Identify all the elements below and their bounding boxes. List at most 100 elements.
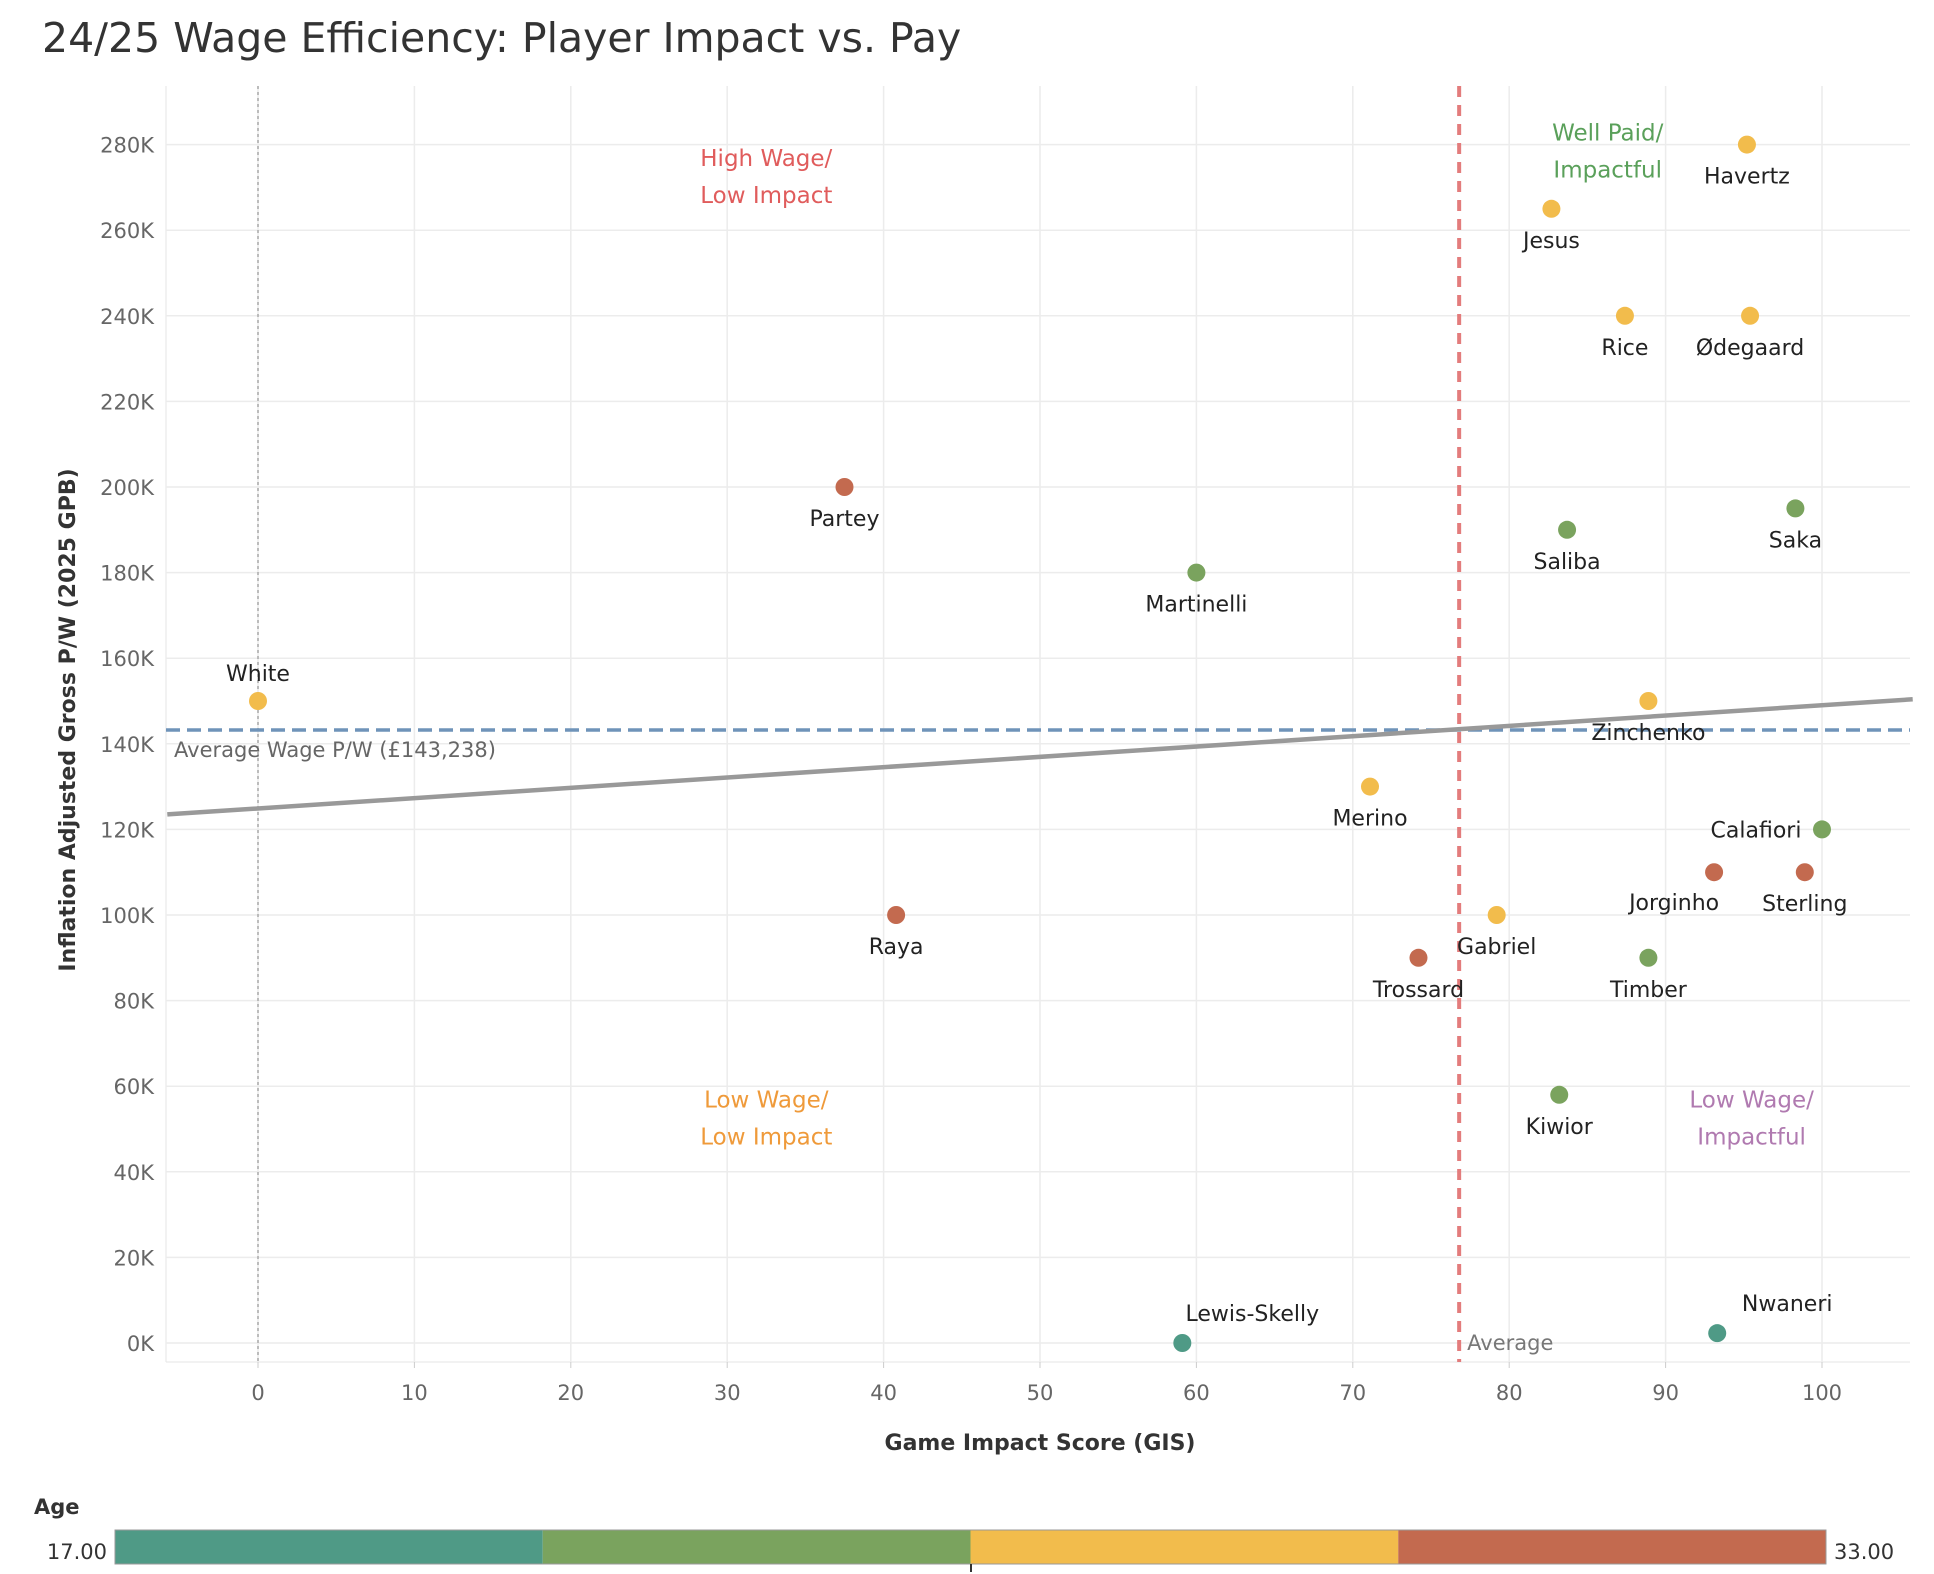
- axes-layer: 0 10 20 30 40 50 60 70 80 90 100 0K 20K 40K 60K 80K 100K…: [56, 134, 1842, 1456]
- player-point[interactable]: Jorginho: [1627, 863, 1724, 916]
- x-tick-label: 80: [1496, 1381, 1523, 1405]
- y-tick-label: 220K: [100, 390, 155, 414]
- data-point[interactable]: [1737, 135, 1756, 154]
- data-point[interactable]: [1173, 1334, 1192, 1352]
- trend-line: [167, 697, 1913, 817]
- y-tick-label: 60K: [114, 1075, 156, 1099]
- x-tick-label: 40: [870, 1381, 897, 1405]
- player-point[interactable]: Calafiori: [1711, 818, 1831, 843]
- point-label: Raya: [869, 935, 924, 960]
- data-point[interactable]: [1409, 948, 1428, 967]
- y-tick-label: 180K: [100, 562, 155, 586]
- point-label: Havertz: [1704, 165, 1790, 190]
- data-point[interactable]: [887, 906, 906, 924]
- player-point[interactable]: Kiwior: [1526, 1085, 1594, 1140]
- data-point[interactable]: [1558, 520, 1577, 539]
- data-point[interactable]: [1487, 906, 1506, 924]
- legend-max-label: 33.00: [1834, 1540, 1894, 1564]
- data-point[interactable]: [835, 478, 854, 496]
- x-tick-label: 0: [251, 1381, 264, 1405]
- player-point[interactable]: Saliba: [1534, 520, 1601, 575]
- player-point[interactable]: Jesus: [1521, 199, 1580, 254]
- player-point[interactable]: Merino: [1332, 777, 1408, 832]
- data-point[interactable]: [1639, 692, 1658, 710]
- player-point[interactable]: Gabriel: [1457, 906, 1536, 960]
- y-tick-label: 240K: [100, 305, 155, 329]
- point-label: Calafiori: [1711, 818, 1802, 843]
- player-point[interactable]: Rice: [1601, 306, 1648, 361]
- data-points[interactable]: White Partey Raya Martinelli Lewis-Skelly Mer…: [226, 135, 1847, 1352]
- player-point[interactable]: Trossard: [1372, 948, 1464, 1003]
- point-label: Timber: [1609, 978, 1688, 1003]
- point-label: Partey: [810, 507, 880, 532]
- y-tick-label: 80K: [114, 990, 156, 1014]
- y-tick-label: 100K: [100, 904, 155, 928]
- point-label: Saliba: [1534, 550, 1601, 575]
- quadrant-label: Low Impact: [700, 183, 832, 209]
- player-point[interactable]: Sterling: [1762, 863, 1847, 917]
- point-label: Martinelli: [1145, 593, 1247, 618]
- x-tick-label: 50: [1027, 1381, 1054, 1405]
- point-label: Ødegaard: [1696, 336, 1804, 361]
- data-point[interactable]: [1639, 948, 1658, 967]
- player-point[interactable]: Nwaneri: [1708, 1292, 1833, 1343]
- reference-lines: Average Average Wage P/W (£143,238): [166, 86, 1913, 1362]
- legend-color-band: [542, 1530, 971, 1564]
- x-tick-label: 10: [401, 1381, 428, 1405]
- point-label: Jorginho: [1627, 891, 1719, 916]
- player-point[interactable]: Ødegaard: [1696, 306, 1804, 361]
- quadrant-label: Low Wage/: [1689, 1088, 1814, 1114]
- y-tick-label: 0K: [127, 1332, 155, 1356]
- quadrant-labels: High Wage/Low Impact Well Paid/Impactful L…: [700, 120, 1814, 1150]
- player-point[interactable]: Zinchenko: [1591, 692, 1705, 746]
- data-point[interactable]: [249, 692, 267, 710]
- x-tick-label: 70: [1339, 1381, 1366, 1405]
- point-label: Saka: [1769, 528, 1822, 553]
- data-point[interactable]: [1550, 1085, 1569, 1104]
- data-point[interactable]: [1615, 306, 1634, 325]
- average-gis-label: Average: [1467, 1331, 1553, 1355]
- age-legend: Age 17.00 33.00: [34, 1495, 1894, 1572]
- point-label: Gabriel: [1457, 935, 1536, 960]
- data-point[interactable]: [1542, 199, 1561, 218]
- y-tick-label: 120K: [100, 818, 155, 842]
- data-point[interactable]: [1795, 863, 1814, 882]
- point-label: White: [226, 662, 290, 687]
- x-tick-label: 90: [1652, 1381, 1679, 1405]
- player-point[interactable]: Martinelli: [1145, 563, 1247, 618]
- point-label: Merino: [1332, 807, 1407, 832]
- y-tick-label: 260K: [100, 219, 155, 243]
- x-tick-label: 100: [1802, 1381, 1842, 1405]
- data-point[interactable]: [1741, 306, 1760, 325]
- data-point[interactable]: [1813, 820, 1831, 839]
- player-point[interactable]: Raya: [869, 906, 924, 960]
- player-point[interactable]: White: [226, 662, 290, 710]
- player-point[interactable]: Partey: [810, 478, 880, 532]
- y-tick-label: 200K: [100, 476, 155, 500]
- data-point[interactable]: [1786, 499, 1805, 518]
- point-label: Rice: [1601, 336, 1648, 361]
- point-label: Trossard: [1372, 978, 1464, 1003]
- data-point[interactable]: [1708, 1324, 1727, 1343]
- average-wage-label: Average Wage P/W (£143,238): [174, 738, 496, 762]
- quadrant-label: Well Paid/: [1552, 120, 1664, 146]
- player-point[interactable]: Lewis-Skelly: [1173, 1302, 1319, 1352]
- y-tick-label: 140K: [100, 733, 155, 757]
- quadrant-label: Low Wage/: [704, 1088, 829, 1114]
- x-axis-title: Game Impact Score (GIS): [885, 1431, 1196, 1456]
- player-point[interactable]: Saka: [1769, 499, 1822, 553]
- data-point[interactable]: [1187, 563, 1206, 582]
- quadrant-label: High Wage/: [700, 146, 832, 172]
- x-tick-label: 30: [714, 1381, 741, 1405]
- y-tick-label: 160K: [100, 647, 155, 671]
- player-point[interactable]: Havertz: [1704, 135, 1790, 190]
- quadrant-label: Impactful: [1553, 157, 1662, 183]
- data-point[interactable]: [1361, 777, 1380, 796]
- y-tick-label: 280K: [100, 134, 155, 158]
- player-point[interactable]: Timber: [1609, 948, 1688, 1003]
- chart-title: 24/25 Wage Efficiency: Player Impact vs.…: [42, 14, 962, 62]
- legend-color-band: [1398, 1530, 1826, 1564]
- x-tick-label: 20: [557, 1381, 584, 1405]
- quadrant-label: Low Impact: [700, 1125, 832, 1151]
- data-point[interactable]: [1705, 863, 1724, 882]
